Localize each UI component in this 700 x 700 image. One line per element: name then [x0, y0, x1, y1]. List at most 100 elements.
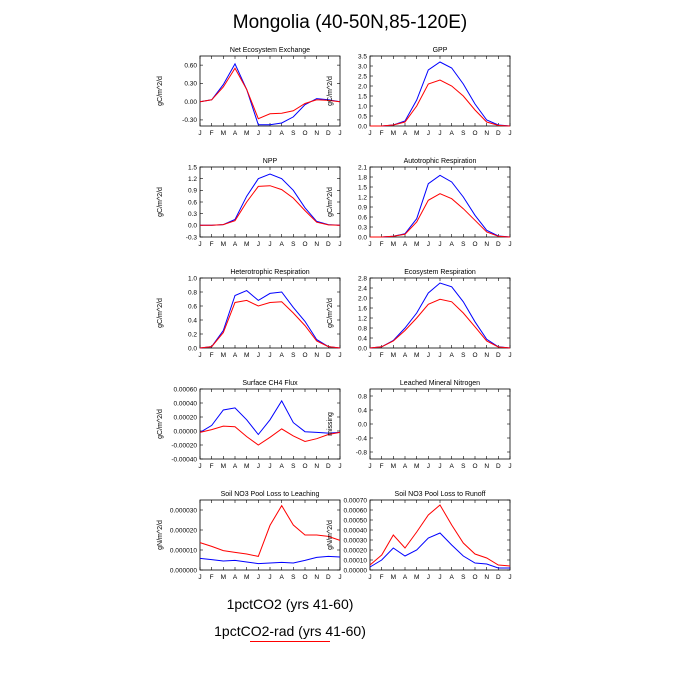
x-tick-label: M: [221, 241, 226, 248]
y-tick-label: 0.9: [358, 204, 367, 211]
plot-frame: [199, 388, 341, 460]
x-tick-label: M: [221, 574, 226, 581]
y-tick-label: 0.00000: [344, 567, 368, 574]
x-tick-label: S: [291, 352, 296, 359]
x-tick-label: S: [461, 130, 466, 137]
x-tick-label: A: [279, 574, 284, 581]
x-tick-label: F: [210, 463, 214, 470]
x-tick-label: D: [326, 574, 331, 581]
panel-title: Soil NO3 Pool Loss to Runoff: [395, 491, 486, 498]
x-tick-label: J: [268, 352, 271, 359]
x-tick-label: F: [380, 130, 384, 137]
x-tick-label: J: [338, 463, 341, 470]
y-axis-label: gC/m^2/d: [157, 298, 164, 328]
x-tick-label: A: [233, 130, 238, 137]
series-line-blue: [370, 61, 511, 127]
y-axis-label: gC/m^2/d: [157, 409, 164, 439]
x-tick-label: D: [496, 241, 501, 248]
y-tick-label: 2.0: [358, 83, 367, 90]
plot-frame: [199, 166, 341, 238]
panel-title: Heterotrophic Respiration: [230, 269, 309, 276]
series-line-red: [369, 298, 511, 349]
y-tick-label: 0.00060: [174, 386, 198, 393]
x-tick-label: A: [279, 463, 284, 470]
y-tick-label: 1.2: [188, 176, 197, 183]
panel-title: Autotrophic Respiration: [404, 158, 477, 165]
x-tick-label: J: [427, 130, 430, 137]
y-tick-label: 0.4: [188, 317, 197, 324]
y-tick-label: 2.4: [358, 285, 367, 292]
x-tick-label: F: [210, 130, 214, 137]
x-tick-label: J: [198, 574, 201, 581]
figure-title: Mongolia (40-50N,85-120E): [232, 12, 468, 33]
series-line-blue: [369, 532, 510, 569]
y-tick-label: 0.8: [358, 393, 367, 400]
y-tick-label: 3.5: [358, 53, 367, 60]
x-tick-label: N: [314, 463, 319, 470]
y-tick-label: 0.8: [358, 325, 367, 332]
y-axis-label: gC/m^2/d: [327, 298, 334, 328]
series-line-red: [199, 67, 341, 120]
x-tick-label: N: [484, 241, 489, 248]
y-tick-label: 0.4: [358, 335, 367, 342]
series-line-blue: [200, 173, 341, 226]
x-tick-label: J: [198, 463, 201, 470]
y-tick-label: 1.6: [358, 305, 367, 312]
x-tick-label: J: [438, 574, 441, 581]
x-tick-label: S: [461, 463, 466, 470]
x-tick-label: J: [368, 241, 371, 248]
series-line-red: [199, 299, 341, 349]
x-tick-label: J: [338, 130, 341, 137]
y-tick-label: 0.60: [184, 62, 197, 69]
x-tick-label: S: [291, 130, 296, 137]
x-tick-label: D: [326, 241, 331, 248]
x-tick-label: J: [257, 463, 260, 470]
x-tick-label: O: [302, 241, 307, 248]
legend-entry-blue: 1pctCO2 (yrs 41-60): [226, 596, 354, 612]
x-tick-label: N: [314, 130, 319, 137]
panel-title: Surface CH4 Flux: [242, 380, 298, 387]
series-line-red: [199, 425, 341, 446]
x-tick-label: J: [438, 130, 441, 137]
x-tick-label: O: [302, 130, 307, 137]
y-tick-label: 0.0: [188, 223, 197, 230]
x-tick-label: A: [449, 241, 454, 248]
plot-frame: [199, 277, 341, 349]
panel-title: Leached Mineral Nitrogen: [400, 380, 480, 387]
x-tick-label: J: [257, 352, 260, 359]
x-tick-label: A: [279, 352, 284, 359]
x-tick-label: M: [414, 463, 419, 470]
x-tick-label: M: [414, 241, 419, 248]
y-tick-label: 0.00020: [344, 547, 368, 554]
x-tick-label: J: [508, 463, 511, 470]
x-tick-label: J: [508, 352, 511, 359]
panel-title: Ecosystem Respiration: [404, 269, 476, 276]
y-tick-label: 1.5: [358, 184, 367, 191]
y-tick-label: 2.8: [358, 275, 367, 282]
x-tick-label: A: [279, 130, 284, 137]
x-tick-label: M: [414, 130, 419, 137]
x-tick-label: A: [403, 352, 408, 359]
x-tick-label: N: [484, 130, 489, 137]
x-tick-label: M: [244, 463, 249, 470]
y-tick-label: 1.5: [188, 164, 197, 171]
y-tick-label: 0.000010: [170, 547, 197, 554]
x-tick-label: J: [427, 352, 430, 359]
x-tick-label: O: [302, 352, 307, 359]
legend-red-line-swatch: [250, 641, 330, 642]
x-tick-label: J: [438, 241, 441, 248]
y-tick-label: 1.2: [358, 194, 367, 201]
x-tick-label: M: [391, 130, 396, 137]
y-tick-label: 1.8: [358, 174, 367, 181]
x-tick-label: F: [380, 241, 384, 248]
x-tick-label: O: [302, 574, 307, 581]
x-tick-label: O: [472, 352, 477, 359]
panel-title: Soil NO3 Pool Loss to Leaching: [221, 491, 320, 498]
x-tick-label: A: [233, 574, 238, 581]
x-tick-label: M: [391, 241, 396, 248]
series-line-red: [369, 504, 511, 567]
